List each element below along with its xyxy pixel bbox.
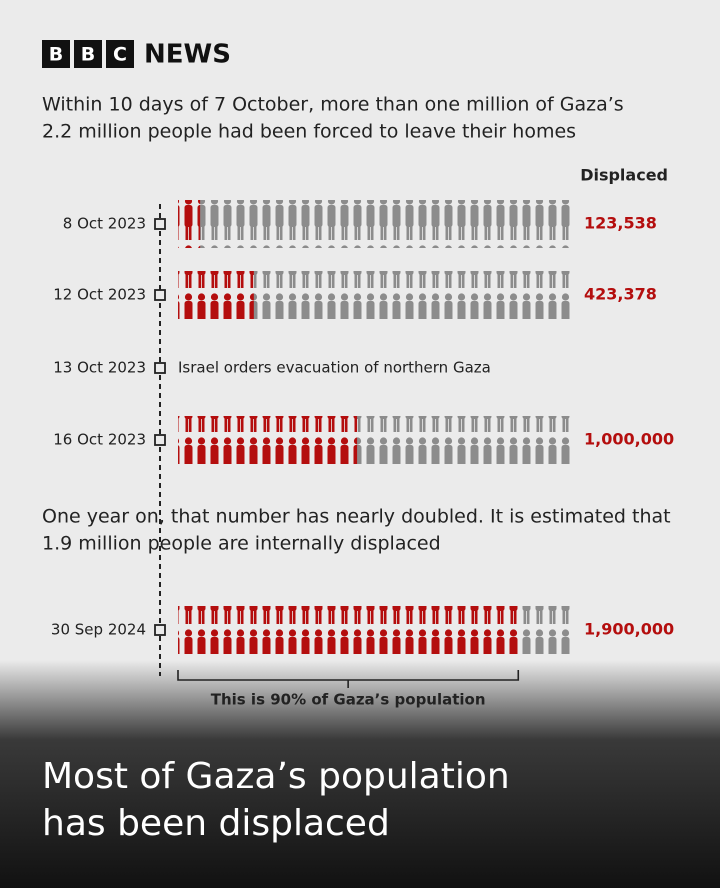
event-date: 13 Oct 2023 bbox=[53, 359, 146, 377]
timeline-marker bbox=[154, 624, 166, 636]
logo: B B C NEWS bbox=[42, 40, 231, 70]
logo-box bbox=[74, 40, 102, 68]
date-label: 8 Oct 2023 bbox=[63, 215, 146, 233]
value-label: 423,378 bbox=[584, 285, 657, 304]
displaced-bar bbox=[178, 200, 201, 248]
displaced-bar bbox=[178, 606, 519, 654]
pictogram-row bbox=[178, 606, 572, 654]
timeline-marker bbox=[154, 289, 166, 301]
date-label: 30 Sep 2024 bbox=[51, 621, 146, 639]
logo-letter: C bbox=[113, 44, 127, 66]
intro-line: Within 10 days of 7 October, more than o… bbox=[42, 94, 624, 116]
headline-backdrop bbox=[0, 660, 720, 888]
remaining-population bbox=[178, 200, 572, 248]
value-label: 1,000,000 bbox=[584, 430, 674, 449]
logo-letter: B bbox=[49, 44, 63, 66]
date-label: 16 Oct 2023 bbox=[53, 431, 146, 449]
note-line: 1.9 million people are internally displa… bbox=[42, 533, 441, 555]
intro-line: 2.2 million people had been forced to le… bbox=[42, 121, 576, 143]
timeline-marker bbox=[154, 362, 166, 374]
pictogram-row bbox=[178, 271, 572, 319]
headline: Most of Gaza’s population bbox=[42, 756, 510, 797]
displaced-bar bbox=[178, 271, 254, 319]
note-line: One year on, that number has nearly doub… bbox=[42, 506, 671, 528]
headline: has been displaced bbox=[42, 803, 390, 844]
timeline-marker bbox=[154, 434, 166, 446]
pictogram-row bbox=[178, 416, 572, 464]
logo-box bbox=[106, 40, 134, 68]
timeline-marker bbox=[154, 218, 166, 230]
event-label: Israel orders evacuation of northern Gaz… bbox=[178, 359, 491, 377]
logo-name: NEWS bbox=[144, 40, 231, 70]
bracket-label: This is 90% of Gaza’s population bbox=[211, 691, 486, 709]
value-label: 123,538 bbox=[584, 214, 657, 233]
displaced-bar bbox=[178, 416, 358, 464]
logo-box bbox=[42, 40, 70, 68]
date-label: 12 Oct 2023 bbox=[53, 286, 146, 304]
logo-letter: B bbox=[81, 44, 95, 66]
pictogram-row bbox=[178, 200, 572, 248]
value-label: 1,900,000 bbox=[584, 620, 674, 639]
column-header: Displaced bbox=[580, 166, 668, 185]
